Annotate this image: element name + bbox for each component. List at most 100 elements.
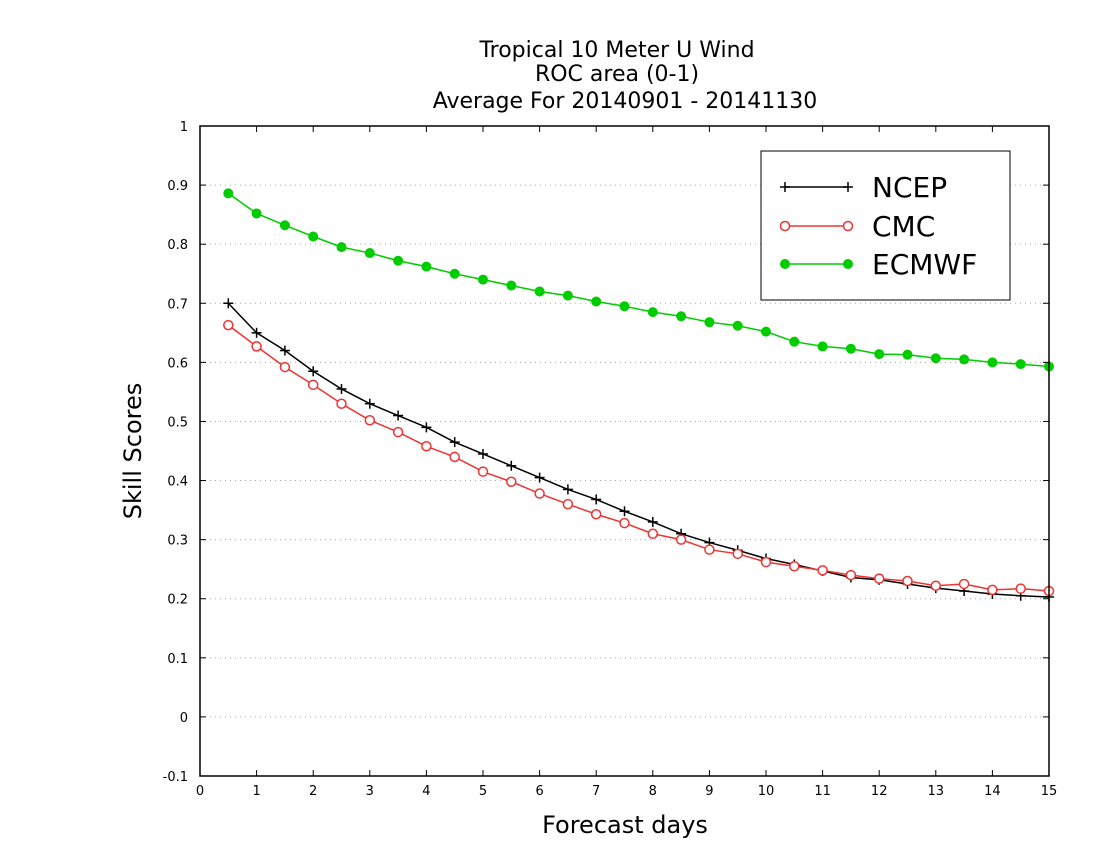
data-point-ncep xyxy=(647,516,658,527)
data-point-cmc xyxy=(873,573,885,584)
data-point-ecmwf xyxy=(336,242,347,253)
legend-label-ecmwf: ECMWF xyxy=(872,248,977,281)
data-point-ecmwf xyxy=(279,220,290,231)
series-ecmwf xyxy=(223,188,1054,372)
y-tick-label: 0 xyxy=(180,711,188,726)
x-tick-label: 14 xyxy=(984,784,1001,799)
data-point-ecmwf xyxy=(874,349,885,360)
series-line-ncep xyxy=(227,302,1050,598)
y-tick-label: 1 xyxy=(180,120,188,135)
data-point-ecmwf xyxy=(449,268,460,279)
x-tick-label: 13 xyxy=(928,784,945,799)
y-tick-label: 0.6 xyxy=(167,356,188,371)
data-point-cmc xyxy=(789,560,800,572)
data-point-cmc xyxy=(223,319,234,331)
data-point-ecmwf xyxy=(987,357,998,368)
x-tick-label: 1 xyxy=(252,784,260,799)
data-point-ncep xyxy=(506,460,517,471)
data-point-cmc xyxy=(704,544,715,555)
data-point-ecmwf xyxy=(704,317,715,328)
series-line-cmc xyxy=(227,324,1050,592)
data-point-cmc xyxy=(619,517,630,529)
data-point-cmc xyxy=(902,575,913,587)
data-point-ecmwf xyxy=(251,208,262,219)
data-point-ecmwf xyxy=(789,336,800,347)
y-axis-label: Skill Scores xyxy=(119,383,147,520)
y-tick-label: 0.9 xyxy=(167,179,188,194)
y-tick-label: 0.2 xyxy=(167,593,188,608)
y-tick-label: 0.3 xyxy=(167,534,188,549)
data-point-cmc xyxy=(845,569,857,581)
data-point-cmc xyxy=(817,565,828,576)
data-point-cmc xyxy=(477,466,489,477)
data-point-cmc xyxy=(534,488,545,499)
data-point-ecmwf xyxy=(902,349,913,360)
data-point-cmc xyxy=(449,451,460,463)
data-point-ecmwf xyxy=(647,307,658,318)
y-tick-labels: -0.1 0 0.1 0.2 0.3 0.4 0.5 0.6 0.7 0.8 0.9 1 xyxy=(163,120,188,785)
data-point-ecmwf xyxy=(364,248,375,259)
legend-label-ncep: NCEP xyxy=(872,171,947,204)
y-tick-label: 0.8 xyxy=(167,238,188,253)
title-line-1: Tropical 10 Meter U Wind xyxy=(478,38,754,63)
x-tick-label: 6 xyxy=(535,784,543,799)
chart-title: Tropical 10 Meter U Wind ROC area (0-1) … xyxy=(433,38,818,114)
y-tick-label: 0.1 xyxy=(167,652,188,667)
data-point-ecmwf xyxy=(732,320,743,331)
data-point-cmc xyxy=(421,441,432,452)
data-point-ncep xyxy=(336,383,347,394)
data-point-cmc xyxy=(987,584,998,596)
x-axis-label: Forecast days xyxy=(542,811,708,839)
data-point-ecmwf xyxy=(478,274,488,285)
axis-ticks xyxy=(199,125,1050,777)
data-point-ncep xyxy=(534,472,545,483)
data-point-ncep xyxy=(449,437,460,448)
data-point-ncep xyxy=(619,506,630,517)
data-point-ecmwf xyxy=(817,341,828,352)
data-point-ncep xyxy=(393,410,404,421)
x-tick-label: 4 xyxy=(422,784,430,799)
data-point-cmc xyxy=(307,379,319,391)
legend-item-ecmwf: ECMWF xyxy=(780,248,977,281)
data-point-cmc xyxy=(506,476,517,487)
legend-marker-ecmwf xyxy=(843,259,853,269)
series-layer xyxy=(223,188,1055,602)
data-point-ecmwf xyxy=(676,311,687,322)
data-point-cmc xyxy=(1015,583,1026,594)
y-tick-label: -0.1 xyxy=(163,770,188,785)
plot-frame xyxy=(199,125,1050,777)
x-tick-labels: 0 1 2 3 4 5 6 7 8 9 10 11 12 13 14 15 xyxy=(196,784,1057,799)
data-point-cmc xyxy=(958,578,970,590)
data-point-ecmwf xyxy=(1015,359,1026,370)
legend-marker-cmc xyxy=(842,220,854,232)
data-point-ecmwf xyxy=(930,353,941,364)
y-tick-label: 0.5 xyxy=(167,415,188,430)
legend-marker-ncep xyxy=(780,182,790,192)
legend: NCEP CMC ECMWF xyxy=(760,150,1011,301)
data-point-cmc xyxy=(392,426,404,438)
data-point-ecmwf xyxy=(761,326,771,337)
data-point-cmc xyxy=(647,528,659,539)
data-point-ncep xyxy=(223,298,234,309)
data-point-cmc xyxy=(251,341,262,352)
data-point-ncep xyxy=(279,345,290,356)
legend-item-ncep: NCEP xyxy=(780,171,947,204)
data-point-ecmwf xyxy=(223,188,234,199)
data-point-cmc xyxy=(732,548,743,560)
x-tick-label: 3 xyxy=(366,784,374,799)
series-cmc xyxy=(223,319,1055,597)
data-point-ecmwf xyxy=(393,255,404,266)
x-tick-label: 5 xyxy=(479,784,487,799)
x-tick-label: 2 xyxy=(309,784,317,799)
data-point-ncep xyxy=(478,448,488,459)
legend-item-cmc: CMC xyxy=(779,210,935,243)
x-tick-label: 12 xyxy=(871,784,888,799)
data-point-cmc xyxy=(279,361,291,373)
data-point-cmc xyxy=(590,508,602,520)
data-point-cmc xyxy=(760,556,772,568)
data-point-cmc xyxy=(675,534,687,545)
series-ncep xyxy=(223,298,1054,602)
data-point-ecmwf xyxy=(845,343,856,354)
title-line-2: ROC area (0-1) xyxy=(535,62,699,87)
